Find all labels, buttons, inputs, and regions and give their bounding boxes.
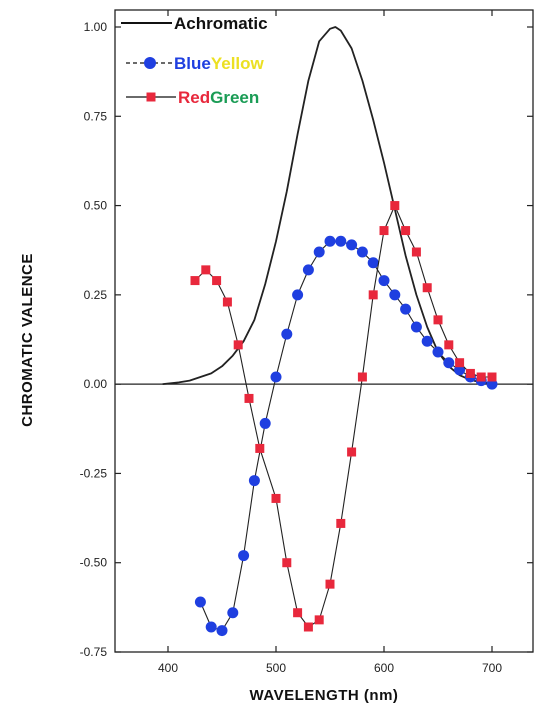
data-point: [433, 315, 443, 325]
series-line: [199, 240, 493, 632]
data-point: [282, 558, 292, 568]
legend-label-part-1: Red: [178, 88, 210, 107]
y-tick-label: -0.75: [80, 645, 108, 659]
data-point: [444, 340, 454, 350]
x-tick-labels: 400 500 600 700: [158, 661, 502, 675]
data-point: [292, 289, 304, 301]
data-point: [270, 371, 282, 383]
data-point: [271, 493, 281, 503]
data-point: [346, 239, 358, 251]
y-tick-label: 0.00: [84, 377, 108, 391]
legend-marker: [144, 57, 156, 69]
data-point: [248, 475, 260, 487]
data-point: [324, 235, 336, 247]
data-point: [422, 283, 432, 293]
data-point: [216, 625, 228, 637]
data-point: [227, 607, 239, 619]
data-point: [293, 608, 303, 618]
series-line: [194, 205, 492, 628]
y-tick-labels: 1.00 0.75 0.50 0.25 0.00 -0.25 -0.50 -0.75: [80, 20, 108, 659]
plot-area: [114, 9, 534, 653]
data-point: [314, 615, 324, 625]
data-point: [303, 622, 313, 632]
series-3: [190, 201, 497, 632]
data-point: [205, 621, 217, 633]
legend-label: RedGreen: [178, 88, 259, 107]
data-point: [367, 257, 379, 269]
data-point: [194, 596, 206, 608]
x-tick-label: 600: [374, 661, 394, 675]
data-point: [411, 247, 421, 257]
data-point: [476, 372, 486, 382]
y-tick-label: -0.50: [80, 556, 108, 570]
data-point: [356, 246, 368, 258]
data-point: [401, 226, 411, 236]
data-point: [212, 276, 222, 286]
y-axis-label: CHROMATIC VALENCE: [19, 253, 36, 427]
y-tick-label: 1.00: [84, 20, 108, 34]
legend-entry-2: BlueYellow: [126, 54, 265, 73]
axes-ticks: [115, 10, 533, 653]
data-point: [465, 368, 475, 378]
data-point: [201, 265, 211, 275]
plot-frame: [114, 9, 534, 653]
data-point: [335, 235, 347, 247]
data-point: [325, 579, 335, 589]
y-tick-label: 0.75: [84, 109, 108, 123]
legend-label: Achromatic: [174, 14, 268, 33]
data-point: [455, 358, 465, 368]
y-tick-label: 0.50: [84, 199, 108, 213]
data-point: [244, 393, 254, 403]
legend-label-part-1: Blue: [174, 54, 211, 73]
data-point: [222, 297, 232, 307]
data-point: [302, 264, 314, 276]
legend-label-part-2: Yellow: [211, 54, 265, 73]
legend-label-part-2: Green: [210, 88, 259, 107]
data-point: [233, 340, 243, 350]
data-point: [487, 372, 497, 382]
y-tick-label: -0.25: [80, 466, 108, 480]
y-tick-label: 0.25: [84, 288, 108, 302]
x-axis-label: WAVELENGTH (nm): [250, 687, 399, 704]
data-point: [336, 518, 346, 528]
data-point: [238, 550, 250, 562]
series-2: [194, 235, 498, 637]
x-tick-label: 400: [158, 661, 178, 675]
data-point: [443, 357, 455, 369]
legend-marker: [146, 92, 156, 102]
data-point: [259, 417, 271, 429]
data-point: [368, 290, 378, 300]
x-tick-label: 500: [266, 661, 286, 675]
legend-entry-3: RedGreen: [126, 88, 259, 107]
x-tick-label: 700: [482, 661, 502, 675]
data-point: [190, 276, 200, 286]
data-point: [255, 443, 265, 453]
data-point: [378, 275, 390, 287]
data-point: [410, 321, 422, 333]
data-point: [400, 303, 412, 315]
data-point: [313, 246, 325, 258]
legend-entry-1: Achromatic: [121, 14, 268, 33]
data-point: [357, 372, 367, 382]
legend-label: BlueYellow: [174, 54, 265, 73]
data-point: [379, 226, 389, 236]
data-point: [390, 201, 400, 211]
data-point: [347, 447, 357, 457]
data-point: [389, 289, 401, 301]
data-point: [421, 335, 433, 347]
series-group: [162, 26, 498, 637]
data-point: [281, 328, 293, 340]
data-point: [432, 346, 444, 358]
